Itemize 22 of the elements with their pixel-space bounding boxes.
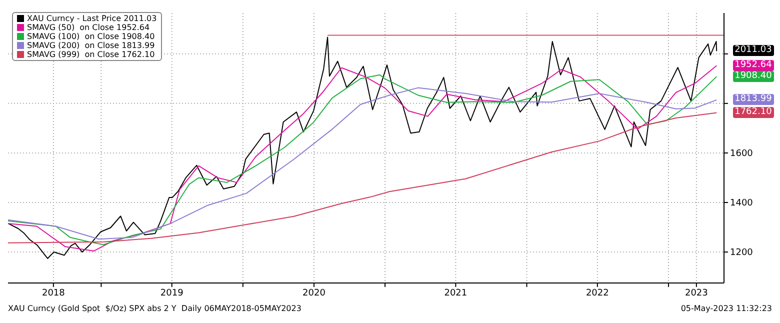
legend-label: SMAVG (100) on Close 1908.40 [27,32,155,41]
x-tick-label: 2019 [160,288,184,298]
annotation: 1908.40 [732,70,774,82]
annotation: 1762.10 [732,106,774,118]
legend-label: SMAVG (999) on Close 1762.10 [27,50,155,59]
y-tick-label: 1400 [730,198,754,209]
text: XAU Curncy (Gold Spot $/Oz) SPX abs 2 Y Daily 06MAY2018-05MAY2023 [8,304,302,313]
x-tick-label: 2021 [444,288,468,298]
annotation: 1813.99 [732,94,774,105]
legend-label: SMAVG (200) on Close 1813.99 [27,41,155,50]
annotation: 2011.03 [732,45,774,56]
text: 05-May-2023 11:32:23 [680,304,772,313]
y-tick-label: 1200 [730,248,754,258]
legend-label: XAU Curncy - Last Price 2011.03 [27,14,157,23]
annotation: 1952.64 [732,60,774,71]
x-tick-label: 2020 [302,288,326,298]
line-series [8,112,718,244]
x-tick-label: 2018 [42,288,66,298]
x-tick-label: 2023 [684,288,708,298]
legend-label: SMAVG (50) on Close 1952.64 [27,23,150,32]
x-tick-label: 2022 [586,288,609,298]
y-tick-label: 1600 [730,149,754,160]
